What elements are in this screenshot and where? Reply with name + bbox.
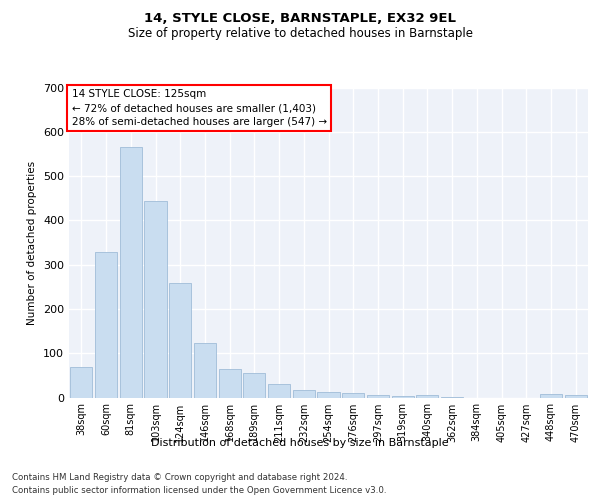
Bar	[317, 392, 340, 398]
Bar	[95, 252, 117, 398]
Bar	[145, 202, 167, 398]
Bar	[565, 396, 587, 398]
Text: Size of property relative to detached houses in Barnstaple: Size of property relative to detached ho…	[128, 28, 473, 40]
Bar	[218, 368, 241, 398]
Text: Distribution of detached houses by size in Barnstaple: Distribution of detached houses by size …	[151, 438, 449, 448]
Bar	[243, 373, 265, 398]
Bar	[293, 390, 315, 398]
Text: 14, STYLE CLOSE, BARNSTAPLE, EX32 9EL: 14, STYLE CLOSE, BARNSTAPLE, EX32 9EL	[144, 12, 456, 26]
Text: Contains HM Land Registry data © Crown copyright and database right 2024.: Contains HM Land Registry data © Crown c…	[12, 472, 347, 482]
Bar	[441, 396, 463, 398]
Text: Contains public sector information licensed under the Open Government Licence v3: Contains public sector information licen…	[12, 486, 386, 495]
Bar	[416, 396, 439, 398]
Bar	[367, 396, 389, 398]
Bar	[119, 148, 142, 398]
Bar	[540, 394, 562, 398]
Bar	[392, 396, 414, 398]
Bar	[268, 384, 290, 398]
Y-axis label: Number of detached properties: Number of detached properties	[28, 160, 37, 324]
Text: 14 STYLE CLOSE: 125sqm
← 72% of detached houses are smaller (1,403)
28% of semi-: 14 STYLE CLOSE: 125sqm ← 72% of detached…	[71, 89, 327, 127]
Bar	[194, 344, 216, 398]
Bar	[342, 393, 364, 398]
Bar	[169, 283, 191, 398]
Bar	[70, 366, 92, 398]
